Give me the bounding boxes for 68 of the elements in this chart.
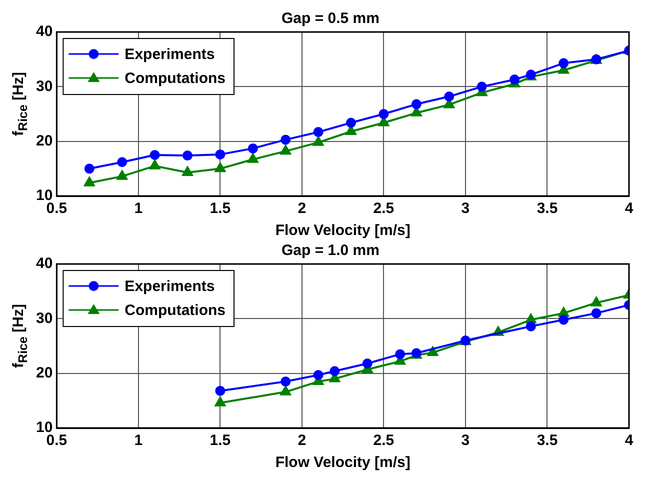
legend-label: Experiments bbox=[124, 46, 215, 64]
point bbox=[248, 143, 258, 154]
point bbox=[312, 136, 324, 146]
point bbox=[444, 92, 454, 102]
point bbox=[214, 396, 226, 406]
x-tick-label: 3.5 bbox=[536, 200, 558, 218]
point bbox=[362, 358, 372, 368]
x-tick-label: 1.5 bbox=[210, 200, 231, 218]
point bbox=[346, 118, 356, 128]
point bbox=[558, 58, 569, 68]
y-tick-label: 40 bbox=[36, 23, 53, 40]
x-axis-title: Flow Velocity [m/s] bbox=[275, 454, 410, 472]
x-tick-label: 3 bbox=[461, 200, 470, 218]
chart-title: Gap = 0.5 mm bbox=[282, 10, 380, 28]
point bbox=[558, 314, 569, 325]
point bbox=[150, 150, 160, 160]
point bbox=[411, 99, 422, 110]
point bbox=[526, 321, 536, 332]
point bbox=[313, 127, 324, 138]
legend-label: Experiments bbox=[124, 278, 215, 296]
point bbox=[84, 164, 94, 174]
legend-label: Computations bbox=[124, 70, 226, 88]
point bbox=[427, 346, 438, 356]
x-tick-label: 3 bbox=[461, 432, 470, 450]
point bbox=[395, 349, 406, 360]
y-tick-label: 30 bbox=[36, 310, 53, 327]
point bbox=[215, 386, 226, 396]
point bbox=[330, 366, 340, 376]
point bbox=[558, 307, 569, 317]
point bbox=[182, 166, 193, 176]
point bbox=[526, 314, 536, 324]
x-tick-label: 0.5 bbox=[46, 432, 68, 450]
point bbox=[510, 74, 520, 85]
point bbox=[280, 376, 291, 387]
point bbox=[280, 145, 291, 155]
x-tick-label: 1 bbox=[134, 432, 143, 450]
point bbox=[149, 160, 160, 170]
x-tick-label: 2.5 bbox=[373, 200, 394, 218]
point bbox=[476, 82, 487, 92]
x-tick-label: 3.5 bbox=[536, 432, 558, 450]
point bbox=[280, 386, 291, 396]
y-tick-label: 20 bbox=[36, 132, 53, 150]
point bbox=[378, 109, 389, 119]
point bbox=[117, 157, 128, 168]
legend-label: Computations bbox=[124, 302, 226, 320]
point bbox=[248, 153, 258, 163]
x-tick-label: 1 bbox=[134, 200, 143, 218]
x-tick-label: 0.5 bbox=[46, 200, 68, 218]
x-tick-label: 2.5 bbox=[373, 432, 394, 450]
x-tick-label: 2 bbox=[298, 432, 306, 450]
point bbox=[313, 370, 324, 380]
x-tick-label: 2 bbox=[298, 200, 306, 218]
chart-title: Gap = 1.0 mm bbox=[282, 242, 380, 260]
y-tick-label: 40 bbox=[36, 255, 53, 272]
x-axis-title: Flow Velocity [m/s] bbox=[275, 222, 410, 240]
x-tick-label: 4 bbox=[624, 200, 634, 218]
x-tick-label: 4 bbox=[624, 432, 634, 450]
x-tick-label: 1.5 bbox=[210, 432, 231, 450]
y-tick-label: 30 bbox=[36, 78, 53, 95]
point bbox=[116, 170, 128, 180]
point bbox=[182, 150, 192, 161]
point bbox=[84, 176, 95, 186]
point bbox=[590, 296, 602, 306]
point bbox=[215, 149, 226, 160]
point bbox=[591, 308, 602, 318]
point bbox=[280, 134, 291, 145]
point bbox=[214, 162, 226, 172]
y-tick-label: 20 bbox=[36, 364, 53, 382]
